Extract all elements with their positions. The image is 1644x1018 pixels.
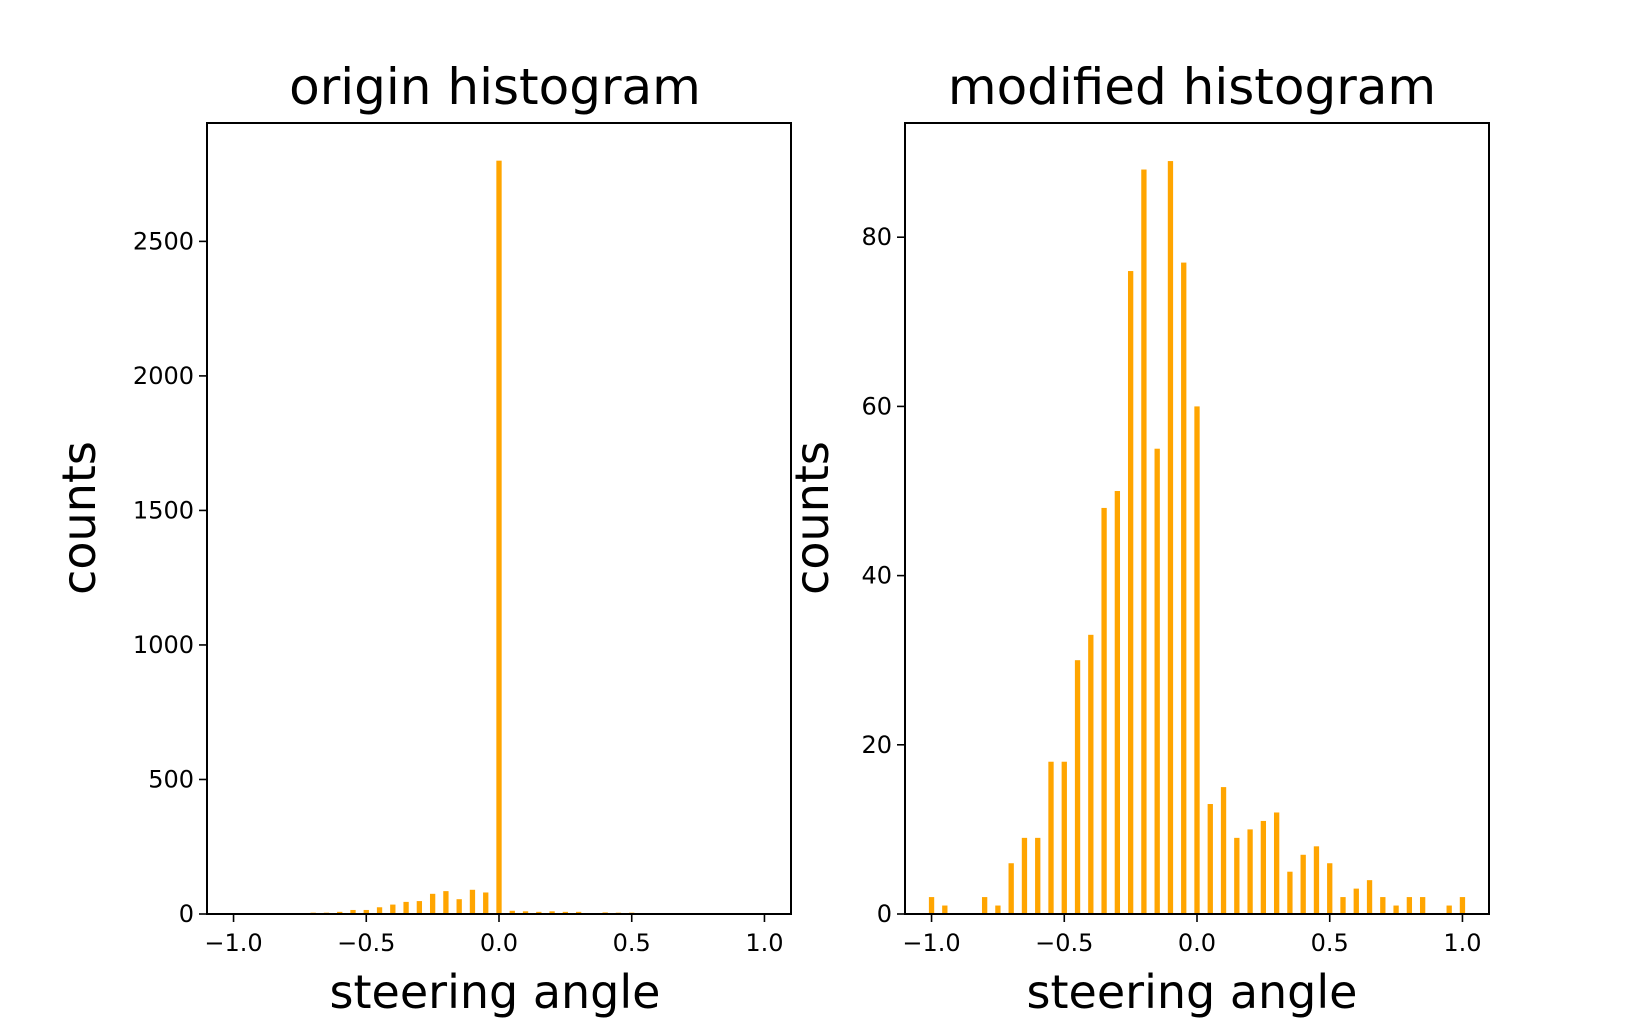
- chart-title: origin histogram: [289, 58, 701, 116]
- histogram-bar: [1406, 897, 1413, 914]
- y-axis-label: counts: [52, 441, 106, 595]
- histogram-bar: [522, 911, 529, 914]
- histogram-bar: [562, 911, 569, 914]
- x-axis-label: steering angle: [1027, 965, 1358, 1018]
- y-tick-label: 500: [148, 765, 194, 793]
- histogram-bar: [981, 897, 988, 914]
- histogram-bar: [1101, 507, 1107, 914]
- histogram-bar: [1366, 880, 1373, 914]
- histogram-bar: [1181, 262, 1187, 915]
- tick-group: −1.0 −0.5 0.0 0.5 1.0 0 20 40 60 80: [861, 223, 1481, 957]
- y-tick-label: 1500: [133, 496, 194, 524]
- y-tick-label: 2000: [133, 362, 194, 390]
- histogram-bar: [536, 911, 542, 914]
- histogram-bar: [1194, 406, 1200, 914]
- x-axis-label: steering angle: [330, 965, 661, 1018]
- y-tick-label: 0: [179, 900, 194, 928]
- plot-frame: [904, 122, 1490, 915]
- histogram-bar: [1313, 846, 1320, 914]
- tick-group: −1.0 −0.5 0.0 0.5 1.0 0 500 1000 1500 2000 2500: [133, 227, 784, 957]
- histogram-bar: [1340, 897, 1346, 914]
- histogram-bar: [1300, 854, 1306, 914]
- histogram-bar: [1207, 804, 1213, 914]
- histogram-bar: [1353, 888, 1359, 914]
- histogram-bar: [1127, 271, 1134, 914]
- histogram-bar: [509, 910, 515, 914]
- histogram-bar: [928, 897, 935, 914]
- plot-frame: [206, 122, 792, 915]
- x-tick-label: −1.0: [902, 929, 960, 957]
- x-tick-label: 0.5: [613, 929, 651, 957]
- y-tick-label: 2500: [133, 227, 194, 255]
- histogram-bar: [1273, 812, 1280, 914]
- histogram-bar: [337, 911, 343, 914]
- histogram-bar: [549, 911, 555, 914]
- histogram-bar: [416, 901, 423, 914]
- x-tick-label: 1.0: [1443, 929, 1481, 957]
- y-tick-label: 0: [877, 900, 892, 928]
- y-tick-label: 20: [861, 731, 892, 759]
- histogram-bar: [1154, 448, 1160, 914]
- histogram-bar: [1393, 905, 1399, 914]
- histogram-bar: [1088, 634, 1094, 914]
- histogram-bar: [443, 891, 449, 914]
- histogram-bar: [1459, 897, 1466, 914]
- histogram-bar: [1234, 837, 1240, 914]
- histogram-bar: [1419, 897, 1426, 914]
- x-tick-label: −1.0: [204, 929, 262, 957]
- y-tick-label: 80: [861, 223, 892, 251]
- histogram-bar: [995, 905, 1001, 914]
- histogram-bar: [456, 899, 462, 914]
- histogram-bar: [376, 907, 383, 914]
- histogram-bar: [350, 909, 356, 914]
- histogram-bar: [1327, 863, 1333, 914]
- histogram-bar: [1446, 905, 1452, 914]
- histogram-bar: [1008, 863, 1014, 914]
- y-tick-label: 1000: [133, 631, 194, 659]
- histogram-bar: [1035, 837, 1041, 914]
- x-tick-label: 1.0: [745, 929, 783, 957]
- histogram-bar: [575, 911, 582, 914]
- x-tick-label: 0.0: [480, 929, 518, 957]
- histogram-bar: [1074, 660, 1081, 914]
- histogram-bar: [1061, 761, 1067, 914]
- y-axis-label: counts: [785, 441, 839, 595]
- histogram-bar: [1048, 761, 1054, 914]
- histogram-bar: [1380, 897, 1386, 914]
- x-tick-label: 0.5: [1311, 929, 1349, 957]
- x-tick-label: 0.0: [1178, 929, 1216, 957]
- histogram-bar: [1114, 491, 1121, 914]
- histogram-bar: [1220, 787, 1227, 914]
- histogram-bar: [390, 904, 396, 914]
- y-tick-label: 60: [861, 392, 892, 420]
- histogram-bar: [1141, 169, 1147, 914]
- origin-histogram-panel: origin histogram −1.0 −0.5 0.0 0.5 1.0 0 500 10…: [52, 58, 792, 1018]
- histogram-bar: [363, 909, 369, 914]
- histogram-bar: [1167, 161, 1174, 914]
- histogram-bar: [483, 892, 489, 914]
- chart-title: modified histogram: [948, 58, 1436, 116]
- histogram-bar: [469, 889, 476, 914]
- histogram-bar: [403, 901, 409, 914]
- y-tick-label: 40: [861, 562, 892, 590]
- modified-histogram-panel: modified histogram −1.0 −0.5 0.0 0.5 1.0 0 20 4…: [785, 58, 1490, 1018]
- histogram-bar: [942, 905, 948, 914]
- bar-group: [928, 161, 1466, 915]
- histogram-bar: [1021, 837, 1028, 914]
- histogram-bar: [1247, 829, 1253, 914]
- histogram-bar: [429, 893, 436, 914]
- histogram-bar: [1287, 871, 1293, 914]
- x-tick-label: −0.5: [1035, 929, 1093, 957]
- histogram-bar: [1260, 820, 1267, 914]
- histogram-bar: [496, 160, 502, 915]
- x-tick-label: −0.5: [337, 929, 395, 957]
